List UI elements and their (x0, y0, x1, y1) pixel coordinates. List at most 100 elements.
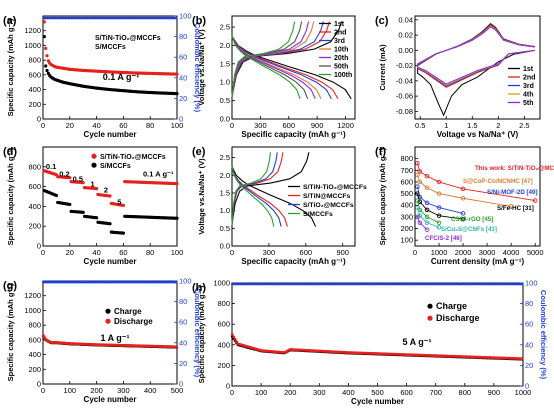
comparison-label: CFC/S-2 [46] (425, 235, 462, 242)
data-point (415, 191, 420, 196)
cv-curve (417, 22, 535, 117)
x-tick-label: 900 (488, 388, 501, 397)
plot-frame (231, 146, 356, 247)
data-point (417, 220, 423, 225)
y-tick-label: 400 (217, 340, 230, 349)
x-tick-label: 900 (336, 248, 349, 257)
discharge-curve (231, 36, 301, 99)
data-point (45, 54, 49, 58)
x-tick-label: 1.5 (467, 121, 477, 130)
y-tick-label: 800 (400, 154, 413, 163)
y2-axis-label: Coulombic efficiency (%) (539, 290, 548, 380)
y2-tick-label: 100 (179, 12, 192, 21)
data-point (460, 195, 466, 201)
y-tick-label: 0.5 (220, 96, 230, 105)
data-point (230, 333, 234, 336)
legend-entry: 20th (334, 55, 348, 62)
y-tick-label: 600 (28, 70, 41, 79)
comparison-line (416, 207, 440, 228)
y-tick-label: 200 (217, 361, 230, 370)
panel-letter: (h) (192, 282, 206, 294)
x-tick-label: 1 (444, 121, 448, 130)
x-tick-label: 0 (41, 121, 45, 130)
data-point (232, 335, 236, 339)
legend-entry: Discharge (114, 317, 153, 326)
x-tick-label: 100 (64, 386, 77, 395)
y-tick-label: 0.0 (220, 242, 230, 251)
rate-annotation: 1 A g⁻¹ (100, 333, 129, 343)
x-tick-label: 20 (66, 248, 74, 257)
x-tick-label: 2000 (455, 248, 472, 257)
legend-entry: S/TiN@MCCFs (303, 193, 351, 200)
data-point (108, 222, 112, 226)
y-tick-label: 600 (28, 182, 41, 191)
x-tick-label: 2 (496, 121, 500, 130)
panel-e: 0 300 600 900 0.0 0.5 1.0 1.5 2.0 2.5 Specific cap… (192, 146, 367, 266)
data-point (175, 92, 179, 96)
data-point (81, 210, 85, 214)
legend-entry: Charge (114, 307, 142, 316)
y2-axis-label: Coulombic efficiency (%) (193, 23, 202, 113)
x-tick-label: 2.5 (519, 121, 529, 130)
x-tick-label: 40 (92, 248, 100, 257)
panel-f: 0 1000 2000 3000 4000 5000 100 200 300 400 500 600 7… (375, 146, 554, 266)
data-point (424, 207, 430, 213)
x-axis-label: Voltage vs Na/Na⁺ (V) (437, 130, 519, 139)
y-tick-label: 0 (37, 380, 41, 389)
x-tick-label: 5000 (527, 248, 544, 257)
x-axis-label: Current density (mA g⁻¹) (431, 257, 525, 266)
y-tick-label: 800 (217, 299, 230, 308)
panel-letter: (c) (375, 15, 389, 27)
y-tick-label: 300 (400, 212, 413, 221)
panel-g: 0 100 200 300 400 500020040060080010001200020… (3, 277, 202, 405)
ce-point (174, 16, 178, 20)
legend-entry: 3rd (523, 83, 534, 90)
panel-d: 0 20 40 60 80 100 0 200 400 600 800 Cycle number Spe… (3, 146, 183, 266)
data-point (436, 191, 442, 196)
charge-curve (231, 152, 278, 225)
y-tick-label: 1200 (24, 26, 41, 35)
discharge-curve (231, 35, 352, 100)
panel-c: 0.5 1 1.5 2 2.5 -0.08 -0.06 -0.04 -0.02 0.00 0.02 0… (375, 15, 541, 139)
x-tick-label: 0.5 (415, 121, 425, 130)
legend-entry: S/MCCFs (100, 163, 131, 170)
x-tick-label: 1000 (515, 388, 532, 397)
x-tick-label: 400 (144, 386, 157, 395)
x-tick-label: 0 (230, 121, 234, 130)
rate-annotation: 0.1 A g⁻¹ (103, 72, 140, 82)
data-point (121, 231, 125, 235)
x-tick-label: 700 (429, 388, 442, 397)
rate-label: 2 (104, 186, 108, 195)
data-point (436, 213, 442, 218)
data-point (233, 337, 237, 341)
data-point (424, 227, 430, 232)
y2-tick-label: 20 (179, 359, 187, 368)
rate-label: 0.2 (59, 170, 69, 179)
x-tick-label: 80 (146, 121, 154, 130)
comparison-line (416, 200, 440, 224)
y-tick-label: 400 (28, 85, 41, 94)
rate-label: 0.1 A g⁻¹ (143, 170, 174, 179)
data-point (424, 185, 430, 191)
y-tick-label: 0.02 (398, 31, 413, 40)
data-point (436, 179, 442, 185)
plot-frame (42, 15, 178, 120)
data-point (121, 203, 125, 208)
y-tick-label: 0 (37, 115, 41, 124)
discharge-curve (231, 166, 317, 227)
y-tick-label: 0.00 (398, 46, 413, 55)
cv-curve (417, 26, 535, 85)
data-point (54, 193, 59, 198)
y-tick-label: 600 (400, 177, 413, 186)
comparison-label: S@CoP-Co/NCNHC [47] (463, 178, 533, 185)
y-tick-label: 1.5 (220, 188, 230, 197)
legend-entry: S/TiN-TiO₂@MCCFs (100, 154, 166, 161)
legend-entry: 5th (523, 100, 534, 107)
panel-h: 0 100 200 300 400 500 600 700 800 900 100002004006… (192, 279, 548, 407)
charge-curve (231, 152, 272, 225)
legend-entry: 2nd (523, 75, 535, 82)
panel-letter: (f) (375, 146, 386, 158)
comparison-line (416, 174, 512, 207)
data-point (417, 213, 423, 218)
data-point (424, 200, 430, 206)
